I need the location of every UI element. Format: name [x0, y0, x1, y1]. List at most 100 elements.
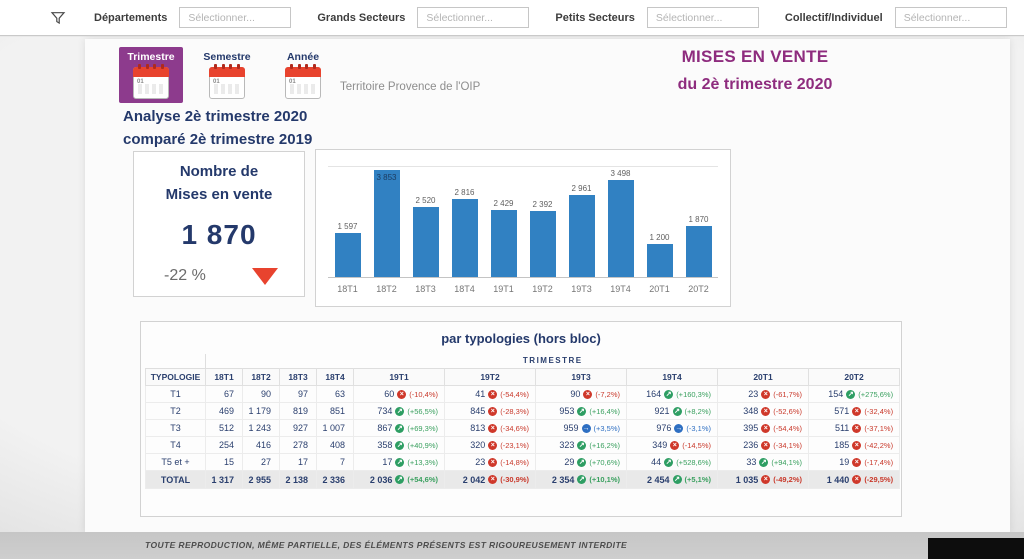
quarter-value: 23 [475, 457, 486, 467]
column-header-18t3: 18T3 [279, 368, 317, 386]
filter-select-d-partements[interactable]: Sélectionner... [179, 7, 292, 28]
filter-placeholder: Sélectionner... [655, 11, 723, 24]
calendar-grid [138, 84, 164, 94]
video-player-overlay [928, 538, 1024, 559]
value-cell: 851 [316, 402, 354, 420]
column-header-18t1: 18T1 [205, 368, 243, 386]
quarter-cell-content: 571 × (-32,4%) [810, 406, 894, 416]
tab-semestre[interactable]: Semestre 01 [195, 47, 259, 103]
quarter-value: 185 [834, 440, 850, 450]
bar-18t4[interactable] [451, 199, 478, 278]
quarter-value: 959 [563, 423, 579, 433]
filter-label: Grands Secteurs [317, 11, 406, 24]
quarter-cell-content: 959 → (+3,5%) [537, 423, 620, 433]
trend-down-icon: × [761, 389, 771, 399]
filter-funnel-icon[interactable] [50, 10, 66, 26]
column-header-typologie: TYPOLOGIE [145, 368, 206, 386]
page-title-line2: du 2è trimestre 2020 [677, 76, 833, 93]
value-cell: 63 [316, 385, 354, 403]
quarter-value: 921 [654, 406, 670, 416]
quarter-cell-content: 358 ↗ (+40,9%) [355, 440, 438, 450]
percent-change-label: (+160,3%) [676, 389, 711, 399]
trend-up-icon: ↗ [577, 457, 587, 467]
quarter-cell-content: 348 × (-52,6%) [719, 406, 802, 416]
quarter-cell-content: 2 042 × (-30,9%) [446, 475, 529, 485]
percent-change-label: (-30,9%) [500, 475, 529, 484]
trend-flat-icon: → [581, 423, 591, 433]
x-axis-label: 18T1 [337, 284, 358, 294]
percent-change-label: (-61,7%) [773, 389, 802, 399]
analysis-line2: comparé 2è trimestre 2019 [123, 131, 313, 149]
percent-change-label: (-32,4%) [864, 406, 894, 416]
analysis-caption: Analyse 2è trimestre 2020 comparé 2è tri… [123, 105, 312, 152]
quarter-value: 29 [564, 457, 575, 467]
bar-19t4[interactable] [607, 180, 634, 278]
bar-18t3[interactable] [412, 207, 439, 278]
table-row-t3: T3 512 1 243 927 1 007 867 ↗ (+69,3%) 813 × (-34,6… [145, 419, 901, 437]
bar-20t1[interactable] [646, 244, 673, 278]
filter-select-petits-secteurs[interactable]: Sélectionner... [646, 7, 759, 28]
value-cell: 7 [316, 453, 354, 471]
percent-change-label: (+16,2%) [589, 440, 620, 450]
quarter-cell: 395 × (-54,4%) [717, 419, 809, 437]
percent-change-label: (-34,6%) [500, 423, 529, 433]
bar-18t1[interactable] [334, 233, 361, 278]
filter-group-d-partements: Départements Sélectionner... [94, 7, 292, 28]
percent-change-label: (-52,6%) [773, 406, 802, 416]
bar-chart-card: 1 597 3 853 2 520 2 816 2 429 2 392 2 961 3 498… [315, 149, 731, 307]
quarter-value: 90 [570, 389, 581, 399]
table-group-header-spacer [146, 354, 206, 369]
quarter-value: 813 [470, 423, 486, 433]
percent-change-label: (+10,1%) [589, 475, 620, 484]
filter-placeholder: Sélectionner... [903, 11, 971, 24]
quarter-value: 154 [828, 389, 844, 399]
tab-trimestre[interactable]: Trimestre 01 [119, 47, 183, 103]
value-cell: 90 [242, 385, 280, 403]
calendar-rings [290, 64, 316, 69]
column-header-19t2: 19T2 [444, 368, 536, 386]
bar-20t2[interactable] [685, 226, 712, 278]
quarter-cell: 1 440 × (-29,5%) [807, 470, 901, 489]
column-header-19t1: 19T1 [353, 368, 445, 386]
quarter-cell: 60 × (-10,4%) [353, 385, 445, 403]
territory-label: Territoire Provence de l'OIP [340, 81, 481, 93]
filter-select-grands-secteurs[interactable]: Sélectionner... [417, 7, 530, 28]
x-axis-label: 19T2 [532, 284, 553, 294]
trend-down-icon: × [852, 475, 862, 484]
trend-down-icon: × [488, 389, 498, 399]
kpi-value: 1 870 [181, 219, 257, 250]
quarter-value: 395 [743, 423, 759, 433]
quarter-cell: 2 454 ↗ (+5,1%) [626, 470, 718, 489]
table-row-t1: T1 67 90 97 63 60 × (-10,4%) 41 × (-54,4%) 90 × (-7,2… [145, 385, 901, 403]
bar-19t2[interactable] [529, 211, 556, 278]
tab-ann-e[interactable]: Année 01 [271, 47, 335, 103]
quarter-value: 734 [377, 406, 393, 416]
bar-19t3[interactable] [568, 195, 595, 278]
report-panel: Trimestre 01 Semestre 01 Année 01 Territoire … [85, 39, 1010, 533]
percent-change-label: (-49,2%) [773, 475, 802, 484]
column-header-19t3: 19T3 [535, 368, 627, 386]
tab-label: Semestre [203, 51, 251, 63]
quarter-cell-content: 90 × (-7,2%) [537, 389, 620, 399]
quarter-value: 41 [475, 389, 486, 399]
percent-change-label: (+54,6%) [407, 475, 438, 484]
quarter-cell: 23 × (-61,7%) [717, 385, 809, 403]
bar-18t2[interactable]: 3 853 [373, 170, 400, 278]
table-row-t5-et: T5 et +15 27 17 7 17 ↗ (+13,3%) 23 × (-14,8%) 29 ↗(… [145, 453, 901, 471]
quarter-value: 236 [743, 440, 759, 450]
quarter-cell-content: 41 × (-54,4%) [446, 389, 529, 399]
trend-down-icon: × [761, 423, 771, 433]
quarter-cell: 154 ↗ (+275,6%) [807, 385, 901, 403]
quarter-cell: 349 × (-14,5%) [626, 436, 718, 454]
quarter-cell-content: 23 × (-61,7%) [719, 389, 802, 399]
percent-change-label: (+70,6%) [589, 457, 620, 467]
filter-placeholder: Sélectionner... [426, 11, 493, 24]
percent-change-label: (+3,5%) [593, 423, 620, 433]
quarter-cell: 323 ↗ (+16,2%) [535, 436, 627, 454]
bar-value-label: 3 853 [376, 173, 397, 182]
column-header-20t2: 20T2 [807, 368, 901, 386]
filter-select-collectif-individuel[interactable]: Sélectionner... [894, 7, 1007, 28]
bar-19t1[interactable] [490, 210, 517, 278]
quarter-cell: 813 × (-34,6%) [444, 419, 536, 437]
quarter-cell: 953 ↗ (+16,4%) [535, 402, 627, 420]
